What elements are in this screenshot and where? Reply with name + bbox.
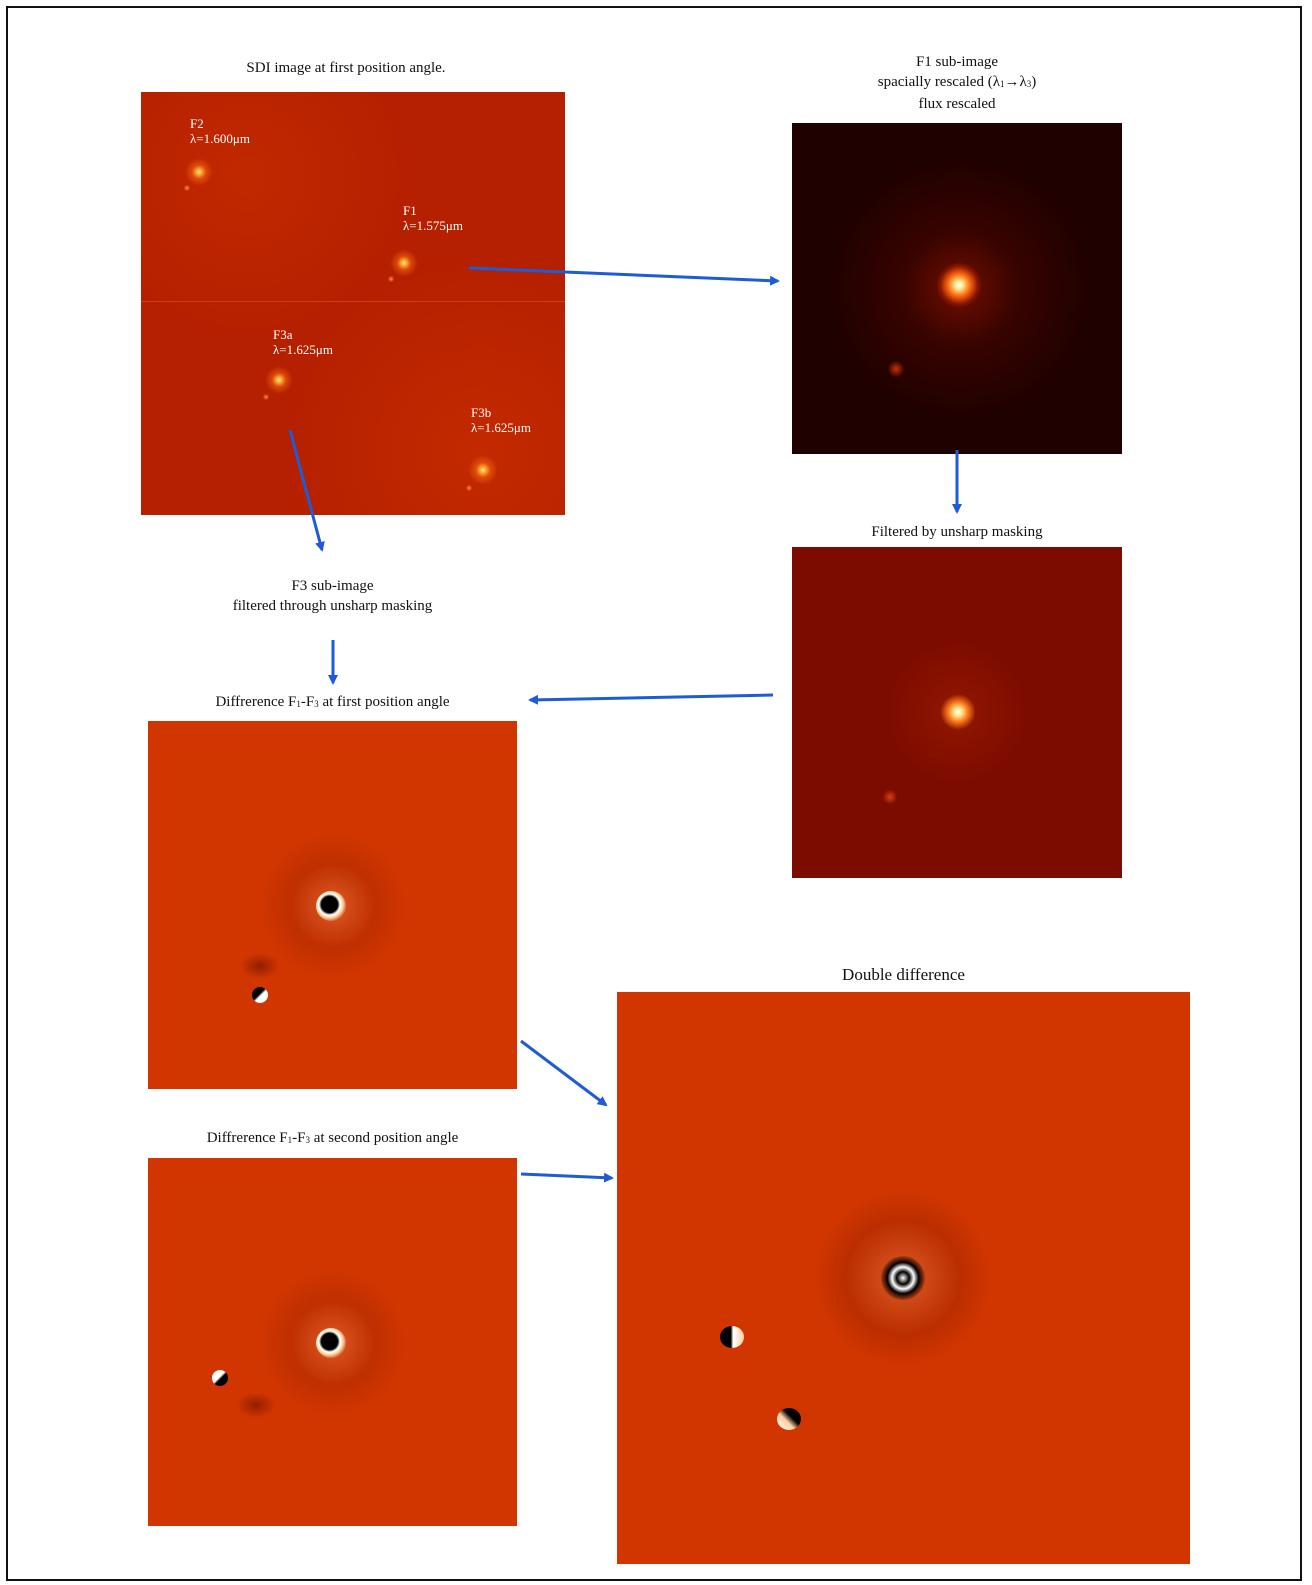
label-f1: F1 λ=1.575μm — [403, 203, 463, 233]
figure-frame — [6, 6, 1302, 1581]
companion — [888, 361, 904, 377]
companion-dipole-2 — [777, 1408, 801, 1430]
sdi-caption: SDI image at first position angle. — [246, 60, 446, 76]
f1-subimage-caption: F1 sub-image spacially rescaled (λ1→λ3) … — [877, 54, 1037, 112]
f1-subimage — [792, 123, 1122, 454]
central-residual — [316, 1328, 346, 1358]
double-difference-caption: Double difference — [842, 965, 965, 984]
companion-f3a — [263, 394, 269, 400]
star-f2 — [185, 158, 213, 186]
filtered-caption: Filtered by unsharp masking — [871, 524, 1043, 540]
central-star — [940, 694, 976, 730]
difference-2-image — [148, 1158, 517, 1526]
companion-dipole — [212, 1370, 228, 1386]
difference-1-image — [148, 721, 517, 1089]
companion-f3b — [466, 485, 472, 491]
star-f3a — [265, 366, 293, 394]
companion-dipole-1 — [720, 1326, 744, 1348]
star-f1 — [390, 249, 418, 277]
companion-f2 — [184, 185, 190, 191]
difference-1-caption: Diffrerence F1-F3 at first position angl… — [215, 694, 450, 710]
label-f3a: F3a λ=1.625μm — [273, 327, 333, 357]
sdi-background-glow — [141, 92, 565, 515]
companion-f1 — [388, 276, 394, 282]
central-residual — [316, 891, 346, 921]
label-f3b: F3b λ=1.625μm — [471, 405, 531, 435]
filtered-image — [792, 547, 1122, 878]
companion-dipole — [252, 987, 268, 1003]
central-residual — [881, 1256, 925, 1300]
companion-dark — [236, 1392, 276, 1418]
detector-seam — [141, 301, 565, 302]
difference-2-caption: Diffrerence F1-F3 at second position ang… — [206, 1130, 459, 1146]
central-star — [937, 263, 981, 307]
companion — [883, 790, 897, 804]
f3-subimage-caption: F3 sub-image filtered through unsharp mas… — [232, 578, 433, 614]
companion-dark — [240, 953, 280, 979]
star-f3b — [468, 455, 498, 485]
sdi-image: F2 λ=1.600μm F1 λ=1.575μm F3a λ=1.625μm F3b… — [141, 92, 565, 515]
label-f2: F2 λ=1.600μm — [190, 116, 250, 146]
double-difference-image — [617, 992, 1190, 1564]
